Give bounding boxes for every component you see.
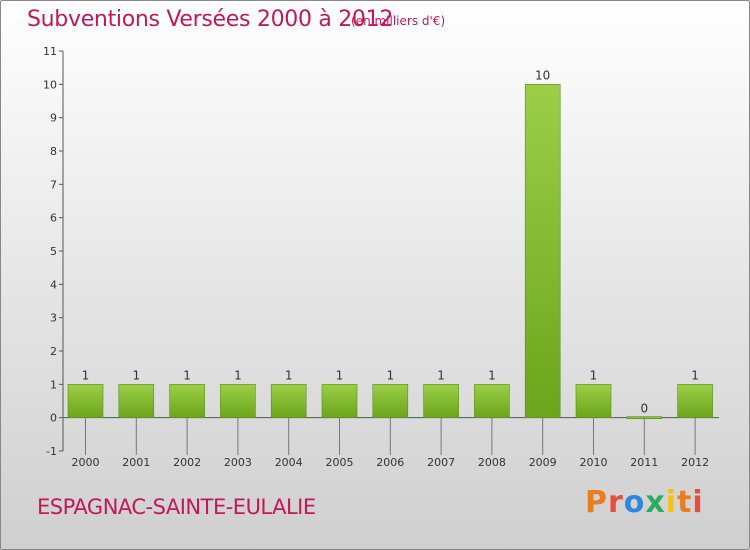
- bar-2007: [423, 384, 459, 418]
- x-tick-label: 2011: [630, 456, 658, 469]
- y-tick-label: 7: [50, 178, 57, 191]
- brand-letter: r: [608, 485, 624, 520]
- data-label: 1: [386, 368, 394, 382]
- y-tick-label: -1: [46, 445, 57, 458]
- x-tick-label: 2005: [326, 456, 354, 469]
- brand-letter: P: [585, 485, 608, 520]
- brand-letter: x: [645, 485, 666, 520]
- brand-letter: i: [665, 485, 678, 520]
- bar-2008: [474, 384, 510, 418]
- bar-2010: [575, 384, 612, 418]
- y-tick-label: 5: [50, 245, 57, 258]
- bar-2001: [118, 384, 155, 418]
- bar-2003: [220, 384, 256, 418]
- x-tick-label: 2008: [478, 456, 506, 469]
- data-label: 1: [183, 368, 191, 382]
- data-label: 1: [590, 368, 598, 382]
- brand-letter: i: [692, 485, 704, 520]
- y-tick-label: 11: [43, 45, 57, 58]
- bar-2011: [626, 416, 663, 419]
- data-label: 1: [437, 368, 445, 382]
- data-label: 1: [691, 368, 699, 382]
- bar-2005: [321, 384, 358, 418]
- bar-2000: [67, 384, 104, 418]
- x-tick-label: 2002: [173, 456, 201, 469]
- y-tick-label: 8: [50, 145, 57, 158]
- y-tick-label: 2: [50, 345, 57, 358]
- y-tick-label: 10: [43, 78, 57, 91]
- brand-letter: t: [677, 485, 693, 520]
- data-label: 1: [82, 368, 90, 382]
- data-label: 1: [488, 368, 496, 382]
- bar-2009: [524, 84, 561, 418]
- data-label: 10: [535, 68, 550, 82]
- chart-bars: [67, 84, 713, 419]
- chart-title: Subventions Versées 2000 à 2012: [27, 7, 394, 32]
- data-label: 1: [234, 368, 242, 382]
- x-tick-label: 2000: [72, 456, 100, 469]
- brand-logo: Proxiti: [585, 485, 704, 520]
- x-tick-label: 2007: [427, 456, 455, 469]
- bar-2006: [372, 384, 409, 418]
- commune-name: ESPAGNAC-SAINTE-EULALIE: [37, 495, 316, 519]
- data-label: 1: [132, 368, 140, 382]
- data-label: 1: [336, 368, 344, 382]
- x-tick-label: 2003: [224, 456, 252, 469]
- brand-letter: o: [623, 485, 646, 520]
- bar-2012: [677, 384, 713, 418]
- chart-subtitle: (en milliers d'€): [351, 14, 446, 28]
- data-label: 1: [285, 368, 293, 382]
- y-tick-label: 0: [50, 412, 57, 425]
- y-tick-label: 1: [50, 378, 57, 391]
- y-tick-label: 9: [50, 112, 57, 125]
- x-tick-label: 2001: [122, 456, 150, 469]
- x-tick-label: 2009: [529, 456, 557, 469]
- y-tick-label: 4: [50, 278, 57, 291]
- bar-2002: [169, 384, 205, 418]
- x-tick-label: 2012: [681, 456, 709, 469]
- bar-2004: [270, 384, 307, 418]
- x-tick-label: 2010: [580, 456, 608, 469]
- x-tick-label: 2004: [275, 456, 303, 469]
- data-label: 0: [640, 402, 648, 416]
- x-tick-label: 2006: [376, 456, 404, 469]
- y-tick-label: 3: [50, 312, 57, 325]
- y-tick-label: 6: [50, 212, 57, 225]
